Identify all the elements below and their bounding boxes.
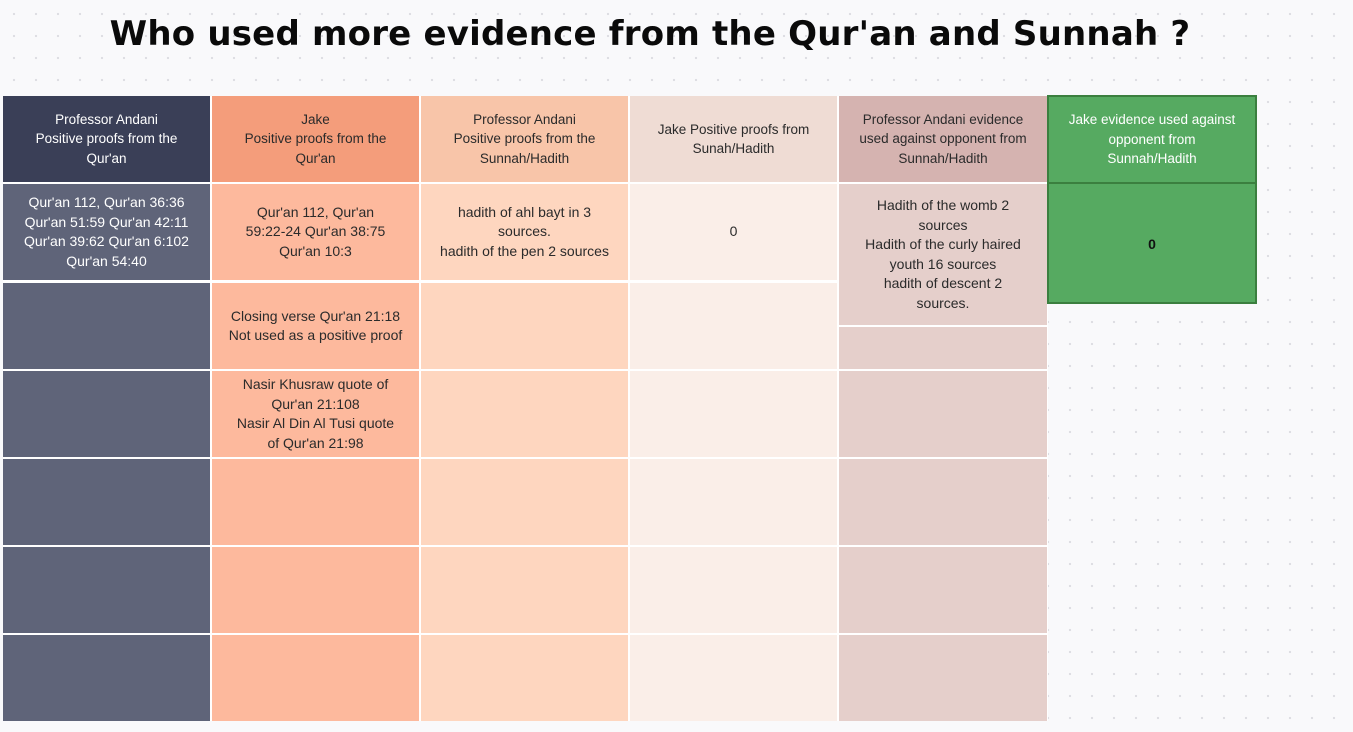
table-cell[interactable] bbox=[839, 327, 1047, 369]
table-cell[interactable] bbox=[421, 635, 628, 721]
table-cell[interactable] bbox=[630, 371, 837, 457]
table-cell[interactable] bbox=[3, 371, 210, 457]
table-cell[interactable] bbox=[630, 635, 837, 721]
table-cell[interactable] bbox=[839, 635, 1047, 721]
table-cell[interactable] bbox=[3, 459, 210, 545]
column-header-andani-sunnah[interactable]: Professor Andani Positive proofs from th… bbox=[421, 96, 628, 182]
table-cell[interactable]: 0 bbox=[630, 184, 837, 280]
table-cell[interactable]: 0 bbox=[1148, 236, 1156, 252]
comparison-table: Professor Andani Positive proofs from th… bbox=[3, 96, 1048, 721]
table-cell[interactable] bbox=[839, 459, 1047, 545]
column-header-jake-quran[interactable]: Jake Positive proofs from the Qur'an bbox=[212, 96, 419, 182]
table-cell[interactable] bbox=[421, 371, 628, 457]
column-header-jake-sunnah[interactable]: Jake Positive proofs from Sunah/Hadith bbox=[630, 96, 837, 182]
table-cell[interactable]: Qur'an 112, Qur'an 36:36 Qur'an 51:59 Qu… bbox=[3, 184, 210, 280]
table-cell[interactable] bbox=[421, 459, 628, 545]
table-cell[interactable]: Closing verse Qur'an 21:18 Not used as a… bbox=[212, 283, 419, 369]
column-header-andani-quran[interactable]: Professor Andani Positive proofs from th… bbox=[3, 96, 210, 182]
table-cell[interactable]: Qur'an 112, Qur'an 59:22-24 Qur'an 38:75… bbox=[212, 184, 419, 280]
table-cell[interactable] bbox=[3, 635, 210, 721]
jake-against-column: Jake evidence used against opponent from… bbox=[1047, 95, 1257, 304]
table-cell[interactable] bbox=[839, 547, 1047, 633]
table-cell[interactable] bbox=[630, 459, 837, 545]
table-cell[interactable]: hadith of ahl bayt in 3 sources. hadith … bbox=[421, 184, 628, 280]
table-cell[interactable] bbox=[212, 635, 419, 721]
table-cell[interactable] bbox=[212, 459, 419, 545]
table-cell[interactable] bbox=[212, 547, 419, 633]
page-title: Who used more evidence from the Qur'an a… bbox=[109, 14, 1191, 54]
table-cell[interactable] bbox=[839, 371, 1047, 457]
table-cell[interactable] bbox=[421, 547, 628, 633]
table-cell[interactable] bbox=[421, 283, 628, 369]
column-header-andani-against[interactable]: Professor Andani evidence used against o… bbox=[839, 96, 1047, 182]
table-cell[interactable] bbox=[3, 283, 210, 369]
table-cell[interactable]: Nasir Khusraw quote of Qur'an 21:108 Nas… bbox=[212, 371, 419, 457]
table-cell[interactable] bbox=[630, 547, 837, 633]
table-cell[interactable] bbox=[3, 547, 210, 633]
table-cell[interactable] bbox=[630, 283, 837, 369]
table-cell[interactable]: Hadith of the womb 2 sources Hadith of t… bbox=[839, 184, 1047, 325]
column-header-jake-against[interactable]: Jake evidence used against opponent from… bbox=[1049, 97, 1255, 184]
